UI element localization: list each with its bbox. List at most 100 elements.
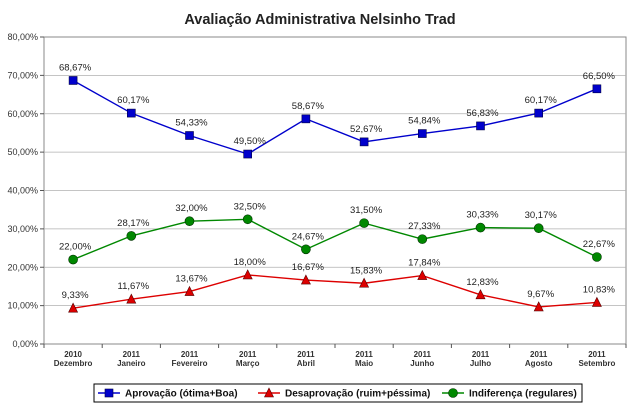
legend: Aprovação (ótima+Boa) Desaprovação (ruim+…: [93, 383, 583, 403]
data-label: 22,67%: [583, 239, 616, 250]
data-label: 24,67%: [292, 231, 325, 242]
data-label: 9,33%: [62, 290, 89, 301]
data-point-marker: [591, 296, 602, 307]
data-point-marker: [533, 301, 544, 312]
data-point-marker: [242, 214, 253, 225]
data-point-marker: [592, 252, 602, 262]
x-tick-label-month: Junho: [410, 359, 434, 368]
x-tick-label-year: 2011: [472, 350, 490, 359]
data-point-marker: [359, 277, 370, 288]
x-tick-label-month: Abril: [297, 359, 315, 368]
data-label: 49,50%: [234, 136, 267, 147]
y-tick-label: 80,00%: [7, 32, 38, 42]
data-point-marker: [533, 223, 544, 234]
legend-label: Indiferença (regulares): [469, 389, 577, 400]
data-point-marker: [359, 137, 369, 147]
x-tick-label-year: 2011: [355, 350, 373, 359]
data-point-marker: [68, 254, 78, 265]
series-lines: [72, 79, 598, 309]
legend-marker: [264, 387, 274, 398]
series-markers: [68, 76, 602, 313]
data-label: 22,00%: [59, 242, 92, 253]
data-point-marker: [184, 216, 195, 226]
legend-box: [93, 383, 583, 403]
series-line-1: [72, 79, 598, 155]
data-label: 11,67%: [118, 281, 150, 292]
legend-label: Aprovação (ótima+Boa): [125, 389, 238, 400]
x-tick-label-year: 2011: [123, 350, 141, 359]
data-point-marker: [534, 108, 544, 118]
data-point-marker: [417, 129, 427, 138]
data-label: 54,84%: [408, 116, 441, 127]
x-tick-label-year: 2011: [181, 350, 199, 359]
data-label: 58,67%: [292, 101, 325, 112]
data-label: 68,67%: [59, 62, 92, 73]
data-point-marker: [475, 289, 486, 300]
data-label: 13,67%: [175, 274, 208, 285]
data-point-marker: [359, 218, 369, 228]
x-tick-label-month: Setembro: [578, 359, 615, 368]
y-tick-label: 70,00%: [7, 70, 38, 80]
x-tick-label-month: Julho: [470, 359, 491, 368]
data-label: 9,67%: [527, 289, 554, 300]
y-tick-label: 0,00%: [12, 339, 38, 349]
x-tick-label-month: Fevereiro: [171, 359, 207, 368]
legend-marker: [448, 388, 458, 398]
data-point-marker: [127, 108, 136, 118]
data-label: 60,17%: [117, 95, 150, 106]
data-label: 56,83%: [466, 108, 499, 119]
data-point-marker: [592, 84, 602, 94]
x-axis-ticks: 2010Dezembro2011Janeiro2011Fevereiro2011…: [43, 344, 627, 368]
data-point-marker: [417, 269, 428, 280]
gridlines: [44, 74, 626, 307]
data-label: 30,33%: [466, 210, 499, 221]
data-point-marker: [243, 149, 252, 159]
data-label: 17,84%: [408, 258, 441, 269]
x-tick-label-year: 2011: [588, 350, 606, 359]
data-label: 32,50%: [234, 201, 267, 212]
chart-title: Avaliação Administrativa Nelsinho Trad: [184, 12, 455, 28]
data-label: 15,83%: [350, 265, 383, 276]
data-point-marker: [301, 114, 311, 124]
legend-marker: [104, 388, 114, 398]
x-tick-label-month: Dezembro: [54, 359, 93, 368]
data-point-marker: [68, 302, 79, 313]
x-tick-label-year: 2011: [297, 350, 315, 359]
data-label: 12,83%: [466, 277, 499, 288]
data-point-marker: [68, 76, 78, 85]
y-tick-label: 50,00%: [7, 147, 38, 157]
x-tick-label-year: 2011: [239, 350, 257, 359]
y-axis-ticks: 0,00% 10,00% 20,00% 30,00% 40,00% 50,00% 60,00…: [7, 32, 44, 349]
x-tick-label-year: 2011: [530, 350, 548, 359]
data-label: 54,33%: [175, 118, 208, 129]
data-label: 32,00%: [175, 203, 208, 214]
data-label: 10,83%: [583, 284, 616, 295]
data-point-marker: [476, 121, 485, 131]
data-label: 16,67%: [292, 262, 325, 273]
series-line-2: [72, 274, 597, 309]
y-tick-label: 20,00%: [7, 262, 38, 272]
data-point-marker: [126, 293, 137, 304]
x-tick-label-month: Maio: [355, 359, 373, 368]
data-point-marker: [126, 231, 137, 241]
data-point-marker: [475, 222, 486, 233]
data-label: 27,33%: [408, 221, 441, 232]
data-label: 28,17%: [117, 218, 150, 229]
data-point-marker: [417, 234, 428, 244]
x-tick-label-year: 2011: [414, 350, 432, 359]
y-tick-label: 60,00%: [7, 109, 38, 119]
legend-label: Desaprovação (ruim+péssima): [285, 389, 430, 400]
y-tick-label: 30,00%: [7, 224, 38, 234]
series-line-3: [72, 218, 598, 261]
data-point-marker: [185, 131, 194, 140]
data-point-marker: [184, 285, 195, 296]
data-label: 66,50%: [583, 71, 616, 82]
data-point-marker: [242, 269, 253, 280]
x-tick-label-month: Março: [236, 359, 260, 368]
data-label: 31,50%: [350, 205, 383, 216]
y-tick-label: 10,00%: [7, 301, 38, 311]
data-labels: 68,67% 60,17% 54,33% 49,50% 58,67% 52,67% 54,8…: [59, 62, 616, 301]
data-label: 60,17%: [525, 95, 558, 106]
